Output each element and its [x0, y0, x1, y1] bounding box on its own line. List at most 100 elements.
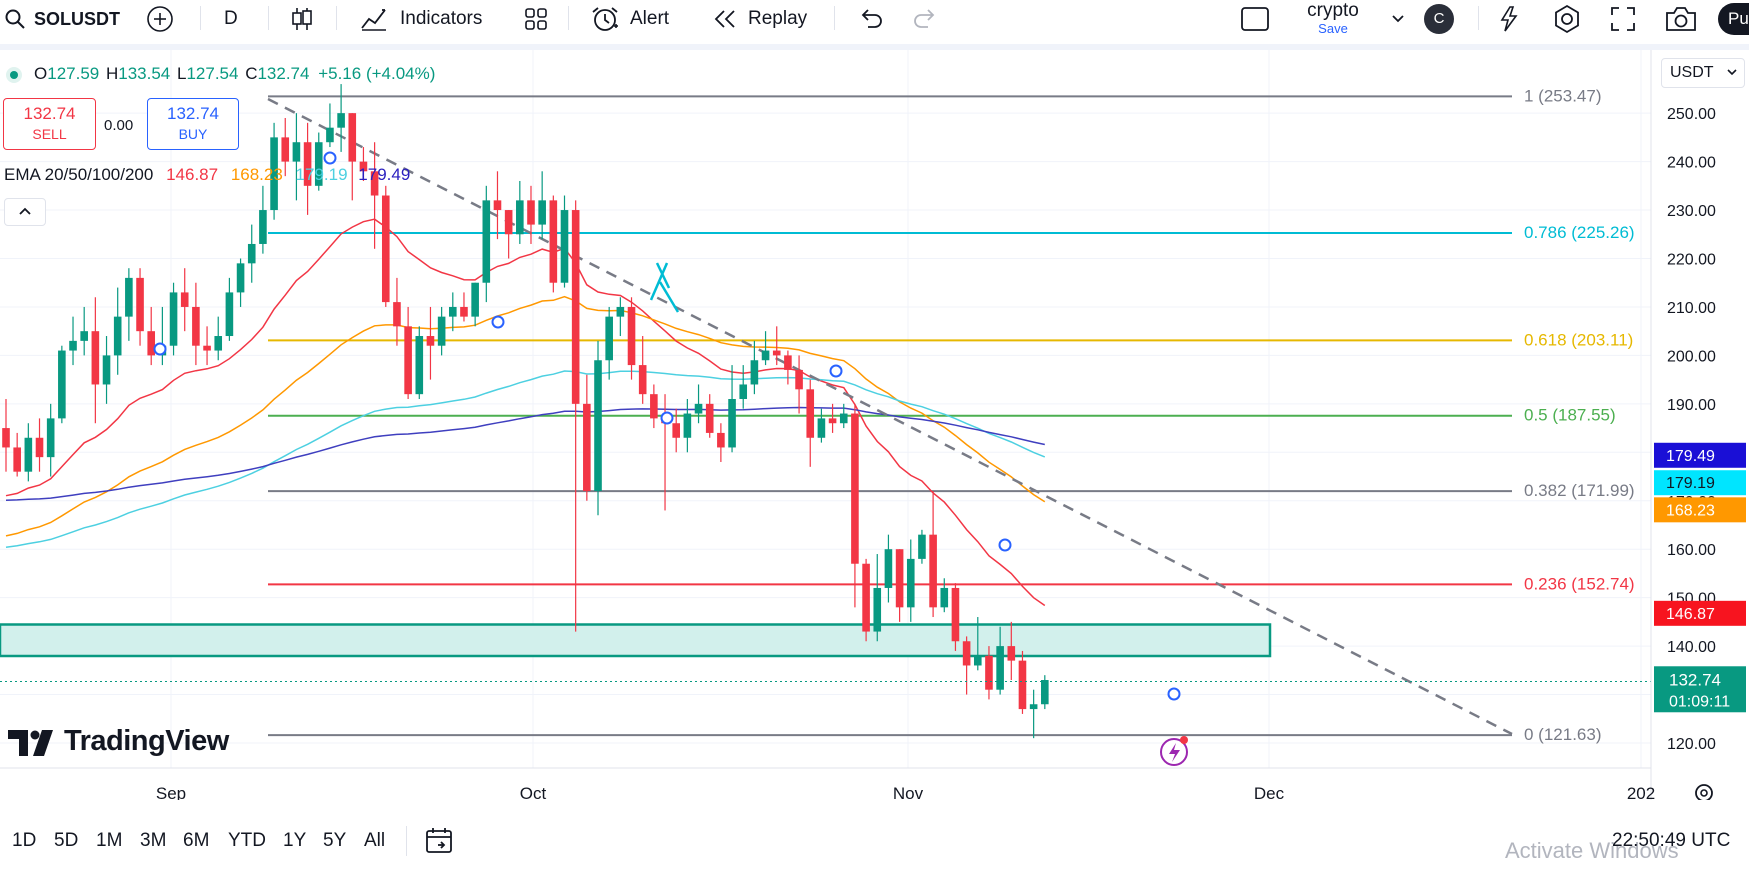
- ema-legend[interactable]: EMA 20/50/100/200 146.87 168.23 179.19 1…: [4, 165, 410, 185]
- candle-body: [851, 413, 859, 564]
- range-6m[interactable]: 6M: [183, 830, 210, 851]
- currency-select[interactable]: USDT: [1661, 58, 1745, 88]
- candle-body: [873, 587, 882, 632]
- countdown-label: 01:09:11: [1669, 693, 1730, 710]
- candle-body: [784, 355, 792, 370]
- price-tick-label: 140.00: [1667, 639, 1716, 656]
- settings-button[interactable]: [1552, 0, 1582, 38]
- ema20-badge-label: 146.87: [1666, 606, 1715, 623]
- layouts-button[interactable]: [524, 0, 548, 38]
- candle-body: [303, 142, 312, 186]
- top-toolbar: SOLUSDT D Indicators Alert Replay: [0, 0, 1749, 38]
- ema200-badge: [1654, 442, 1746, 468]
- ema20-badge: [1654, 600, 1746, 626]
- fib-label: 0.5 (187.55): [1524, 406, 1616, 425]
- layout-dropdown-button[interactable]: [1390, 0, 1406, 38]
- candle-body: [1029, 704, 1038, 710]
- candles-icon: [290, 6, 314, 32]
- redo-button[interactable]: [912, 0, 938, 38]
- undo-icon: [858, 9, 884, 29]
- range-3m[interactable]: 3M: [140, 830, 167, 851]
- candle-body: [828, 418, 837, 424]
- fullscreen-button[interactable]: [1610, 0, 1636, 38]
- clock[interactable]: 22:50:49 UTC: [1612, 830, 1731, 851]
- chart-type-button[interactable]: [290, 0, 314, 38]
- time-axis-settings-icon[interactable]: [1695, 784, 1713, 800]
- price-tick-label: 220.00: [1667, 252, 1716, 269]
- interval-button[interactable]: D: [224, 8, 238, 29]
- range-1y[interactable]: 1Y: [283, 830, 307, 851]
- indicators-icon: [360, 6, 388, 32]
- candle-body: [80, 331, 88, 341]
- sell-button[interactable]: 132.74 SELL: [3, 98, 96, 150]
- bottom-toolbar: [0, 815, 1749, 871]
- publish-button[interactable]: Pu: [1718, 3, 1749, 35]
- replay-button[interactable]: Replay: [712, 0, 807, 38]
- price-tick-label: 250.00: [1667, 106, 1716, 123]
- alarm-clock-icon: [590, 5, 620, 33]
- candle-body: [69, 340, 77, 351]
- candle-body: [270, 137, 278, 211]
- candle-body: [750, 360, 759, 385]
- indicators-label: Indicators: [400, 8, 483, 29]
- candle-body: [2, 428, 10, 448]
- candle-body: [605, 316, 613, 361]
- collapse-legend-button[interactable]: [4, 198, 46, 226]
- ema50-value: 168.23: [230, 165, 283, 184]
- candle-body: [393, 302, 401, 327]
- price-tick-label: 190.00: [1667, 397, 1716, 414]
- candle-body: [348, 113, 357, 162]
- candle-body: [739, 384, 748, 400]
- range-ytd[interactable]: YTD: [228, 830, 266, 851]
- quick-search-button[interactable]: [1496, 0, 1522, 38]
- range-5d[interactable]: 5D: [54, 830, 79, 851]
- range-5y[interactable]: 5Y: [323, 830, 347, 851]
- candle-body: [940, 587, 949, 608]
- ema50-line: [5, 295, 1046, 537]
- range-1m[interactable]: 1M: [96, 830, 123, 851]
- user-avatar[interactable]: C: [1424, 0, 1454, 38]
- range-all[interactable]: All: [364, 830, 386, 851]
- candle-body: [381, 195, 390, 303]
- buy-button[interactable]: 132.74 BUY: [147, 98, 239, 150]
- support-zone[interactable]: [0, 623, 1272, 658]
- candle-body: [973, 655, 982, 666]
- undo-button[interactable]: [858, 0, 884, 38]
- candle-body: [817, 418, 826, 438]
- range-1d[interactable]: 1D: [12, 830, 37, 851]
- candle-body: [583, 403, 591, 492]
- ema-lines: [5, 218, 1046, 607]
- price-chart[interactable]: 1 (253.47) 0.786 (225.26) 0.618 (203.11) 0.…: [0, 0, 1749, 800]
- candle-body: [493, 200, 502, 211]
- ohlc-legend[interactable]: O127.59 H133.54 L127.54 C132.74 +5.16 (+…: [6, 64, 435, 84]
- candle-body: [627, 306, 636, 366]
- candle-body: [13, 447, 21, 472]
- market-status-icon: [6, 66, 22, 83]
- redo-icon: [912, 9, 938, 29]
- fullscreen-icon: [1610, 6, 1636, 32]
- candle-body: [594, 360, 602, 492]
- candle-body: [862, 563, 870, 632]
- downtrend-line[interactable]: [267, 97, 1513, 736]
- bottom-divider: [406, 826, 407, 856]
- time-tick-label: Oct: [520, 784, 547, 800]
- candle-body: [650, 394, 658, 419]
- layout-name-save[interactable]: crypto Save: [1300, 0, 1366, 38]
- symbol-search[interactable]: SOLUSDT: [4, 0, 120, 38]
- layout-select-checkbox[interactable]: [1240, 0, 1270, 38]
- event-markers[interactable]: [153, 151, 1181, 701]
- go-to-date-button[interactable]: [424, 826, 456, 861]
- candle-body: [795, 369, 803, 390]
- lightning-event-icon[interactable]: [1160, 736, 1188, 766]
- ema200-line: [5, 406, 1045, 501]
- candle-body: [962, 641, 971, 666]
- snapshot-button[interactable]: [1664, 0, 1698, 38]
- candle-body: [504, 210, 513, 235]
- alert-button[interactable]: Alert: [590, 0, 669, 38]
- indicators-button[interactable]: Indicators: [360, 0, 482, 38]
- sell-label: SELL: [32, 126, 67, 142]
- candle-body: [326, 127, 334, 143]
- last-price-badge: [1654, 666, 1746, 713]
- compare-symbol-button[interactable]: [146, 0, 174, 38]
- replay-label: Replay: [748, 8, 808, 29]
